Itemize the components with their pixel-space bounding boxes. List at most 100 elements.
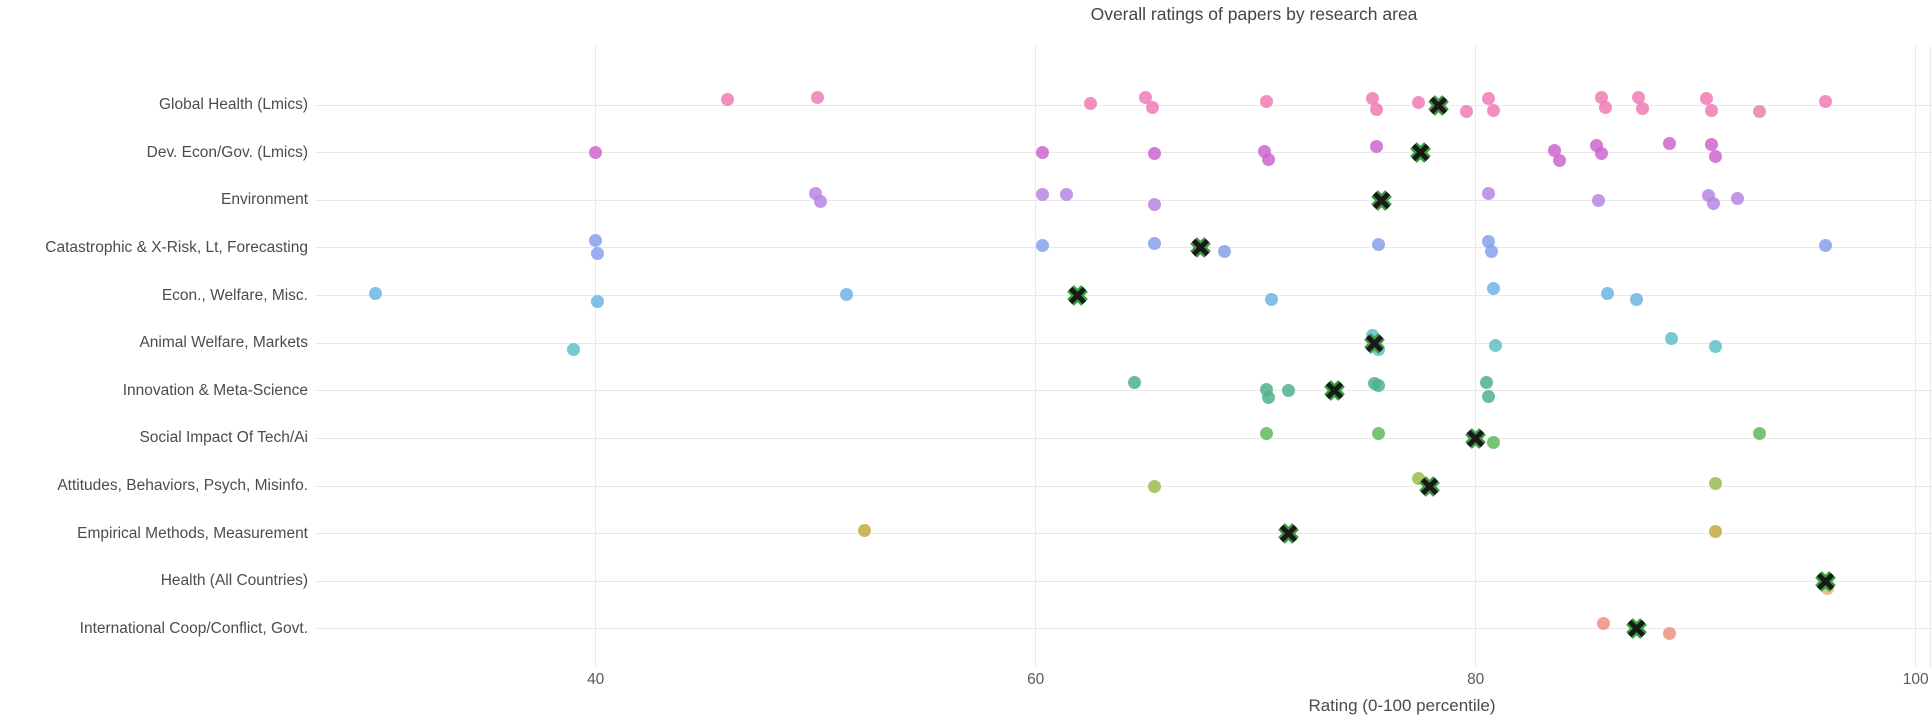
data-point[interactable]	[1486, 103, 1500, 117]
data-point[interactable]	[1706, 196, 1720, 210]
data-point[interactable]	[1372, 238, 1386, 252]
data-point[interactable]	[1035, 239, 1049, 253]
data-point[interactable]	[1482, 91, 1496, 105]
data-point[interactable]	[1662, 137, 1676, 151]
data-point[interactable]	[1629, 293, 1643, 307]
category-gridline	[316, 152, 1932, 154]
data-point[interactable]	[1260, 94, 1274, 108]
data-point[interactable]	[1128, 376, 1142, 390]
data-point[interactable]	[1486, 282, 1500, 296]
y-axis-label: Dev. Econ/Gov. (Lmics)	[146, 143, 308, 161]
data-point[interactable]	[840, 288, 853, 302]
mean-marker[interactable]	[1324, 380, 1346, 402]
mean-marker[interactable]	[1190, 237, 1212, 259]
data-point[interactable]	[811, 90, 825, 104]
data-point[interactable]	[1599, 100, 1612, 114]
category-gridline	[316, 342, 1932, 344]
y-axis-label: Global Health (Lmics)	[158, 96, 308, 113]
data-point[interactable]	[721, 92, 735, 106]
data-point[interactable]	[1372, 426, 1386, 440]
data-point[interactable]	[1145, 100, 1159, 114]
data-point[interactable]	[1060, 187, 1073, 201]
data-point[interactable]	[1662, 627, 1676, 641]
mean-marker[interactable]	[1427, 94, 1449, 116]
mean-marker[interactable]	[1370, 189, 1392, 211]
data-point[interactable]	[1260, 426, 1274, 440]
data-point[interactable]	[1753, 426, 1766, 440]
data-point[interactable]	[1035, 187, 1049, 201]
y-axis-label: Empirical Methods, Measurement	[77, 524, 308, 542]
data-point[interactable]	[857, 524, 871, 538]
data-point[interactable]	[1486, 435, 1500, 449]
mean-marker[interactable]	[1364, 332, 1385, 354]
data-point[interactable]	[1704, 138, 1718, 152]
data-point[interactable]	[1482, 390, 1496, 404]
data-point[interactable]	[1370, 140, 1384, 154]
data-point[interactable]	[1819, 239, 1832, 253]
data-point[interactable]	[369, 287, 383, 301]
data-point[interactable]	[1704, 103, 1718, 117]
data-point[interactable]	[1594, 147, 1608, 161]
mean-marker[interactable]	[1625, 618, 1647, 640]
mean-x-icon	[1278, 523, 1300, 545]
mean-x-icon	[1625, 618, 1647, 640]
data-point[interactable]	[589, 234, 603, 248]
data-point[interactable]	[813, 194, 827, 208]
category-gridline	[316, 437, 1932, 439]
data-point[interactable]	[1148, 147, 1161, 161]
mean-marker[interactable]	[1278, 523, 1300, 545]
data-point[interactable]	[589, 146, 603, 160]
data-point[interactable]	[1282, 384, 1296, 398]
data-point[interactable]	[1372, 379, 1386, 393]
data-point[interactable]	[1218, 245, 1232, 259]
mean-x-icon	[1324, 380, 1346, 402]
data-point[interactable]	[1084, 96, 1098, 110]
data-point[interactable]	[1636, 101, 1650, 115]
data-point[interactable]	[1482, 186, 1496, 200]
data-point[interactable]	[1035, 146, 1049, 160]
data-point[interactable]	[1484, 245, 1498, 259]
data-point[interactable]	[1370, 102, 1384, 116]
data-point[interactable]	[1753, 104, 1766, 118]
data-point[interactable]	[1139, 90, 1153, 104]
mean-marker[interactable]	[1067, 285, 1088, 306]
data-point[interactable]	[1601, 287, 1615, 301]
mean-marker[interactable]	[1419, 475, 1440, 497]
data-point[interactable]	[1592, 193, 1606, 207]
data-point[interactable]	[1482, 235, 1496, 249]
data-point[interactable]	[1262, 153, 1276, 167]
data-point[interactable]	[567, 342, 581, 356]
data-point[interactable]	[1365, 91, 1379, 105]
data-point[interactable]	[1480, 376, 1494, 390]
mean-x-icon	[1364, 332, 1385, 354]
data-point[interactable]	[1489, 338, 1502, 352]
data-point[interactable]	[1596, 617, 1610, 631]
data-point[interactable]	[1665, 331, 1678, 345]
data-point[interactable]	[591, 247, 605, 261]
mean-marker[interactable]	[1815, 570, 1836, 592]
mean-marker[interactable]	[1465, 428, 1487, 449]
data-point[interactable]	[1460, 104, 1474, 118]
data-point[interactable]	[1148, 237, 1161, 251]
data-point[interactable]	[1709, 476, 1722, 490]
data-point[interactable]	[591, 295, 605, 309]
data-point[interactable]	[1552, 154, 1566, 168]
data-point[interactable]	[1594, 90, 1608, 104]
mean-marker[interactable]	[1410, 142, 1432, 163]
data-point[interactable]	[1709, 339, 1722, 353]
data-point[interactable]	[1264, 293, 1278, 307]
data-point[interactable]	[1412, 95, 1425, 109]
y-axis-label: International Coop/Conflict, Govt.	[79, 619, 308, 637]
data-point[interactable]	[1148, 197, 1161, 211]
data-point[interactable]	[1709, 150, 1722, 164]
data-point[interactable]	[1148, 479, 1161, 493]
data-point[interactable]	[1819, 94, 1832, 108]
data-point[interactable]	[1700, 91, 1714, 105]
x-tick-label: 100	[1902, 671, 1929, 688]
data-point[interactable]	[1731, 191, 1744, 205]
data-point[interactable]	[1262, 391, 1276, 405]
data-point[interactable]	[1709, 525, 1722, 539]
data-point[interactable]	[1632, 90, 1645, 104]
data-point[interactable]	[1548, 144, 1562, 158]
